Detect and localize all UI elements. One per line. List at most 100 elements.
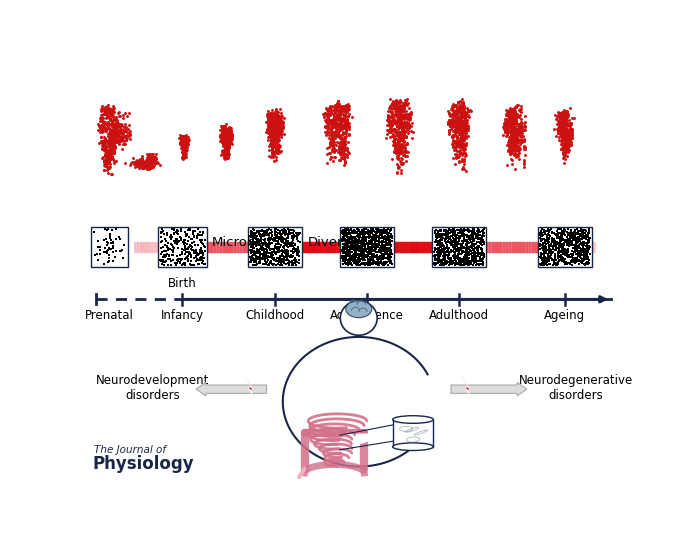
Point [354,229,365,238]
Point [507,127,518,136]
Point [344,247,356,255]
Point [383,114,394,123]
Point [108,128,119,136]
Bar [266,242,267,251]
Point [475,235,486,243]
Point [333,119,344,128]
Point [339,226,350,235]
Point [270,231,281,240]
Point [179,138,190,147]
Point [198,259,209,268]
Point [449,242,460,250]
Point [330,118,341,127]
Point [556,237,567,246]
Point [467,228,478,237]
Point [113,138,125,147]
Point [328,146,339,155]
Point [381,230,392,238]
Point [440,244,451,253]
Point [380,237,391,246]
Point [214,132,225,141]
Point [255,247,266,256]
Point [507,137,518,146]
Point [326,129,337,138]
Point [519,122,530,131]
Point [178,258,190,267]
Point [452,254,463,263]
Point [369,243,380,251]
Point [457,242,468,251]
Point [338,230,349,238]
Point [449,253,461,262]
Bar [261,242,263,251]
Point [225,133,236,142]
Point [321,144,332,153]
Point [503,114,514,123]
Point [565,235,576,243]
Point [104,156,115,165]
Point [448,227,459,236]
Point [179,138,190,147]
Point [266,244,277,253]
Point [369,231,380,240]
Point [578,247,589,255]
Point [450,236,461,244]
Point [554,247,565,256]
Point [379,235,390,244]
Point [558,111,569,120]
Point [505,136,517,145]
Point [102,112,113,121]
Point [578,247,589,256]
Point [556,121,567,130]
Point [219,123,230,131]
Point [268,127,279,136]
Point [451,116,462,124]
Point [282,247,293,255]
Point [573,251,584,260]
Point [503,140,514,149]
Point [565,256,576,265]
Point [564,239,575,248]
Point [391,103,402,111]
Point [327,122,338,131]
Point [559,109,570,117]
Point [547,248,559,256]
Point [102,119,113,128]
Point [582,230,594,238]
Point [506,109,517,117]
Point [537,259,548,268]
Point [382,247,393,255]
Point [575,250,586,259]
Point [288,231,300,239]
Point [99,103,111,112]
Point [110,113,121,122]
Point [103,105,114,114]
Point [383,255,394,263]
Point [107,139,118,148]
Point [468,236,479,244]
Point [542,255,554,263]
Point [478,250,489,259]
Point [179,141,190,150]
Point [429,259,440,268]
Point [104,257,115,266]
Point [565,120,576,129]
Point [340,254,351,263]
Point [374,254,385,262]
Point [220,130,232,139]
Point [565,141,576,150]
Point [334,156,345,165]
Point [508,138,519,147]
Point [105,136,116,144]
Point [441,228,452,237]
Point [450,111,461,120]
Point [454,114,466,123]
Point [434,231,445,239]
Point [190,251,202,260]
Point [507,105,518,113]
Point [102,109,113,118]
Point [379,244,391,252]
Point [461,112,472,121]
Point [463,242,475,251]
Point [457,258,468,267]
